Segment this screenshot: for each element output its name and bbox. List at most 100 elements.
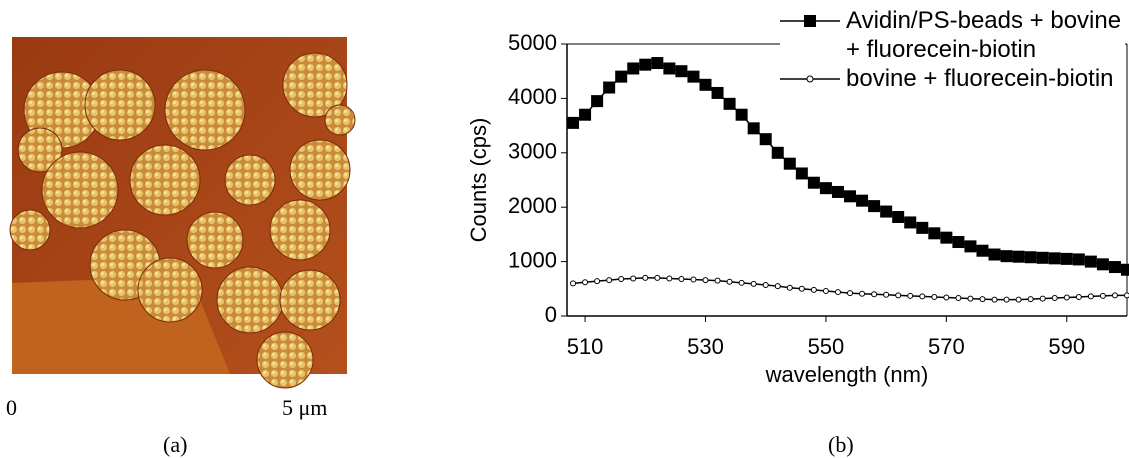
data-point bbox=[639, 59, 651, 71]
data-point bbox=[667, 276, 672, 281]
data-point bbox=[615, 71, 627, 83]
data-point bbox=[892, 211, 904, 223]
data-point bbox=[944, 295, 949, 300]
data-point bbox=[775, 284, 780, 289]
data-point bbox=[591, 95, 603, 107]
legend-entry: Avidin/PS-beads + bovine + fluorecein-bi… bbox=[780, 6, 1125, 64]
data-point bbox=[832, 186, 844, 198]
data-point bbox=[603, 82, 615, 94]
data-point bbox=[1125, 293, 1129, 298]
data-point bbox=[968, 296, 973, 301]
y-axis-label: Counts (cps) bbox=[466, 118, 491, 243]
y-tick-label: 2000 bbox=[508, 193, 557, 218]
data-point bbox=[1085, 256, 1097, 268]
data-point bbox=[1064, 295, 1069, 300]
data-point bbox=[772, 147, 784, 159]
data-point bbox=[1076, 294, 1081, 299]
data-point bbox=[956, 296, 961, 301]
data-point bbox=[989, 249, 1001, 261]
data-point bbox=[1004, 297, 1009, 302]
x-tick-label: 590 bbox=[1048, 334, 1085, 359]
x-tick-label: 530 bbox=[687, 334, 724, 359]
legend-key bbox=[780, 64, 846, 93]
scale-end: 5 μm bbox=[282, 395, 327, 421]
data-point bbox=[872, 292, 877, 297]
caption-a: (a) bbox=[163, 432, 187, 458]
data-point bbox=[1001, 250, 1013, 262]
legend-label: Avidin/PS-beads + bovine + fluorecein-bi… bbox=[846, 6, 1125, 64]
data-point bbox=[1121, 264, 1129, 276]
data-point bbox=[904, 216, 916, 228]
data-point bbox=[908, 293, 913, 298]
legend: Avidin/PS-beads + bovine + fluorecein-bi… bbox=[780, 6, 1125, 93]
data-point bbox=[835, 290, 840, 295]
data-point bbox=[687, 71, 699, 83]
data-point bbox=[1061, 253, 1073, 265]
data-point bbox=[1073, 253, 1085, 265]
data-point bbox=[928, 227, 940, 239]
data-point bbox=[808, 177, 820, 189]
data-point bbox=[1112, 293, 1117, 298]
data-point bbox=[699, 79, 711, 91]
x-axis-label: wavelength (nm) bbox=[765, 362, 929, 387]
data-point bbox=[823, 288, 828, 293]
x-tick-label: 550 bbox=[808, 334, 845, 359]
afm-image bbox=[10, 37, 355, 388]
data-point bbox=[663, 62, 675, 74]
data-point bbox=[715, 278, 720, 283]
data-point bbox=[796, 167, 808, 179]
data-point bbox=[1016, 297, 1021, 302]
data-point bbox=[619, 277, 624, 282]
data-point bbox=[567, 117, 579, 129]
data-point bbox=[868, 200, 880, 212]
data-point bbox=[1097, 258, 1109, 270]
legend-key bbox=[780, 6, 846, 35]
legend-marker bbox=[804, 15, 816, 27]
data-point bbox=[856, 195, 868, 207]
y-tick-label: 1000 bbox=[508, 247, 557, 272]
data-point bbox=[655, 275, 660, 280]
x-tick-label: 570 bbox=[928, 334, 965, 359]
y-tick-label: 5000 bbox=[508, 30, 557, 55]
data-point bbox=[880, 206, 892, 218]
data-point bbox=[571, 281, 576, 286]
data-point bbox=[631, 276, 636, 281]
data-point bbox=[651, 57, 663, 69]
data-point bbox=[712, 87, 724, 99]
data-point bbox=[583, 280, 588, 285]
legend-entry: bovine + fluorecein-biotin bbox=[780, 64, 1125, 93]
data-point bbox=[579, 109, 591, 121]
data-point bbox=[1028, 297, 1033, 302]
data-point bbox=[763, 282, 768, 287]
data-point bbox=[964, 240, 976, 252]
data-point bbox=[920, 294, 925, 299]
caption-b: (b) bbox=[828, 432, 854, 458]
data-point bbox=[932, 294, 937, 299]
series-line bbox=[573, 63, 1127, 270]
data-point bbox=[940, 232, 952, 244]
data-point bbox=[844, 190, 856, 202]
data-point bbox=[787, 285, 792, 290]
data-point bbox=[679, 277, 684, 282]
data-point bbox=[896, 293, 901, 298]
y-tick-label: 3000 bbox=[508, 139, 557, 164]
data-point bbox=[952, 236, 964, 248]
data-point bbox=[1013, 251, 1025, 263]
data-point bbox=[1100, 293, 1105, 298]
data-point bbox=[1025, 251, 1037, 263]
legend-marker bbox=[807, 76, 813, 82]
data-point bbox=[784, 158, 796, 170]
data-point bbox=[992, 297, 997, 302]
data-point bbox=[1088, 294, 1093, 299]
data-point bbox=[916, 222, 928, 234]
data-point bbox=[848, 291, 853, 296]
data-point bbox=[748, 122, 760, 134]
scale-start: 0 bbox=[6, 395, 17, 421]
data-point bbox=[760, 133, 772, 145]
data-point bbox=[884, 292, 889, 297]
data-point bbox=[1109, 261, 1121, 273]
data-point bbox=[1037, 252, 1049, 264]
data-point bbox=[627, 62, 639, 74]
data-point bbox=[727, 279, 732, 284]
